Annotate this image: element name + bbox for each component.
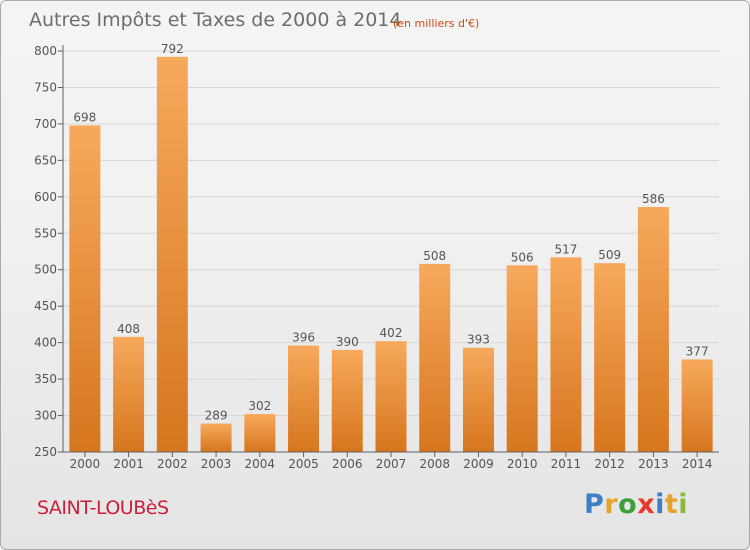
bar (288, 345, 320, 452)
bars (69, 56, 713, 452)
chart-title: Autres Impôts et Taxes de 2000 à 2014 (29, 9, 402, 31)
data-label: 586 (642, 192, 665, 206)
y-tick-label: 300 (34, 409, 57, 423)
bar (375, 341, 407, 452)
data-label: 408 (117, 322, 140, 336)
y-tick-label: 400 (34, 336, 57, 350)
x-tick-label: 2011 (551, 457, 582, 471)
bar (594, 263, 626, 452)
x-tick-label: 2004 (245, 457, 276, 471)
bar (244, 414, 276, 452)
y-tick-label: 500 (34, 263, 57, 277)
bar (331, 349, 363, 452)
bar (550, 257, 582, 452)
data-label: 517 (554, 242, 577, 256)
y-tick-label: 700 (34, 117, 57, 131)
data-label: 792 (161, 42, 184, 56)
proxiti-logo: Proxiti (584, 489, 689, 520)
data-label: 289 (205, 409, 228, 423)
y-tick-label: 800 (34, 44, 57, 58)
bar (200, 423, 232, 452)
bar (637, 207, 669, 452)
x-tick-label: 2007 (376, 457, 407, 471)
bar (462, 347, 494, 452)
data-label: 698 (73, 110, 96, 124)
x-tick-label: 2014 (682, 457, 713, 471)
x-tick-label: 2010 (507, 457, 538, 471)
x-tick-label: 2008 (419, 457, 450, 471)
data-label: 377 (686, 344, 709, 358)
y-tick-label: 250 (34, 445, 57, 459)
bar (69, 125, 101, 452)
data-label: 506 (511, 250, 534, 264)
bar (419, 263, 451, 452)
x-tick-label: 2000 (70, 457, 101, 471)
labels: 250 300 350 400 450 500 550 600 650 700 750 800 698 2… (34, 42, 712, 471)
commune-name: SAINT-LOUBèS (37, 497, 169, 519)
y-tick-label: 750 (34, 80, 57, 94)
y-tick-label: 550 (34, 226, 57, 240)
x-tick-label: 2001 (113, 457, 144, 471)
x-tick-label: 2006 (332, 457, 363, 471)
y-tick-label: 350 (34, 372, 57, 386)
data-label: 390 (336, 335, 359, 349)
x-tick-label: 2003 (201, 457, 232, 471)
data-label: 302 (248, 399, 271, 413)
x-tick-label: 2005 (288, 457, 319, 471)
y-tick-label: 650 (34, 153, 57, 167)
data-label: 393 (467, 333, 490, 347)
bar (681, 359, 713, 452)
y-tick-label: 600 (34, 190, 57, 204)
x-tick-label: 2012 (594, 457, 625, 471)
x-tick-label: 2009 (463, 457, 494, 471)
axes (58, 45, 719, 457)
chart-subtitle: (en milliers d'€) (393, 17, 480, 30)
data-label: 402 (380, 326, 403, 340)
data-label: 508 (423, 249, 446, 263)
x-tick-label: 2013 (638, 457, 669, 471)
x-tick-label: 2002 (157, 457, 188, 471)
bar (156, 56, 188, 452)
bar (113, 336, 145, 452)
data-label: 509 (598, 248, 621, 262)
data-label: 396 (292, 331, 315, 345)
bar (506, 265, 538, 452)
y-tick-label: 450 (34, 299, 57, 313)
